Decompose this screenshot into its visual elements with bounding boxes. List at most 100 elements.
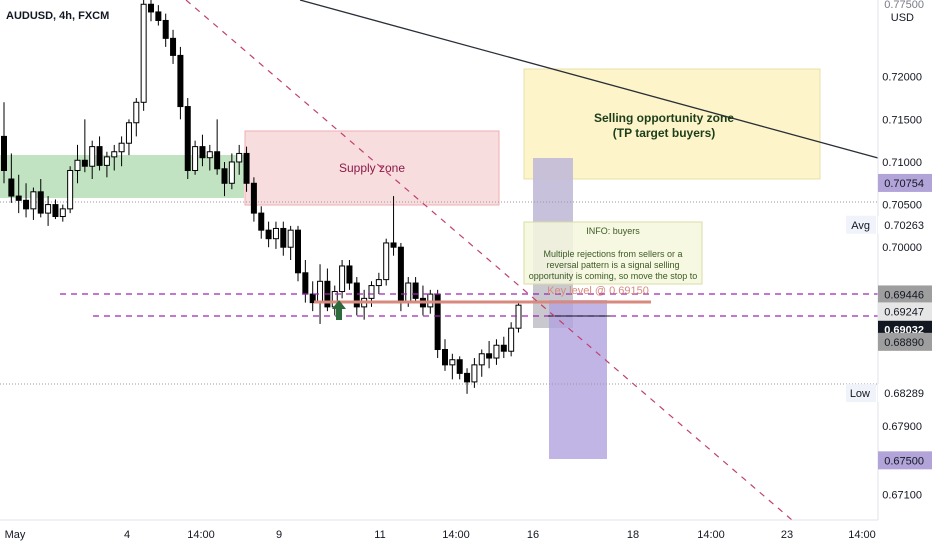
target-box[interactable] <box>549 300 607 459</box>
candle-body <box>265 229 272 240</box>
price-badge[interactable]: 0.69446 <box>878 285 932 304</box>
candle <box>140 0 147 111</box>
time-tick-label: 11 <box>374 529 385 541</box>
info-line-1: Multiple rejections from sellers or a <box>543 249 682 259</box>
time-tick-label: 23 <box>781 529 793 541</box>
price-badges: 0.707540.70263Avg0.694460.692470.690320.… <box>846 173 932 470</box>
candle <box>449 353 456 380</box>
candle-body <box>368 285 375 299</box>
candle-body <box>170 37 177 56</box>
candle <box>390 196 397 256</box>
time-tick-label: 14:00 <box>442 529 470 541</box>
candle <box>111 144 118 171</box>
price-badge-value: 0.67500 <box>884 455 924 467</box>
info-line-3: opportunity is coming, so move the stop … <box>529 271 698 281</box>
candle <box>96 136 103 171</box>
candle <box>67 166 74 214</box>
price-tick-label: 0.70500 <box>882 200 922 212</box>
falling-trendline[interactable] <box>185 0 793 521</box>
symbol-title[interactable]: AUDUSD, 4h, FXCM <box>6 10 110 22</box>
candle-body <box>412 282 419 299</box>
supply-zone[interactable] <box>244 130 500 206</box>
candle <box>89 140 96 180</box>
price-badge[interactable]: 0.70754 <box>878 173 932 192</box>
selling-opportunity-zone[interactable] <box>523 68 821 180</box>
price-badge[interactable]: 0.70263 Avg <box>846 215 932 234</box>
price-badge[interactable]: 0.69247 <box>878 302 932 321</box>
candle <box>250 177 257 222</box>
candle-body <box>302 272 309 295</box>
price-badge[interactable]: 0.68289 Low <box>846 384 932 403</box>
price-badge-bg <box>878 302 932 321</box>
time-axis[interactable] <box>0 520 878 550</box>
candle-body <box>52 204 59 218</box>
candle-body <box>317 280 324 304</box>
candle <box>375 272 382 295</box>
price-badge[interactable]: 0.67500 <box>878 451 932 470</box>
price-badge-bg <box>878 384 932 403</box>
candle <box>486 340 493 369</box>
candle <box>52 199 59 220</box>
candle <box>515 302 522 333</box>
candle <box>442 339 448 371</box>
candle <box>221 161 228 197</box>
candle-body <box>243 152 250 184</box>
candle <box>199 134 206 167</box>
candle <box>309 281 316 312</box>
currency-box[interactable] <box>884 4 924 28</box>
price-tick-label: 0.67100 <box>882 489 922 501</box>
candle-body <box>478 353 485 366</box>
candle-body <box>96 146 103 166</box>
candle-body <box>449 359 456 366</box>
price-badge-bg <box>878 285 932 304</box>
candle-body <box>45 204 52 214</box>
candle-body <box>346 265 353 284</box>
selling-zone-subtitle: (TP target buyers) <box>613 126 715 140</box>
price-tick-label: 0.70000 <box>882 242 922 254</box>
time-tick-label: 4 <box>124 529 130 541</box>
candle-body <box>464 372 471 383</box>
info-box[interactable] <box>523 221 703 285</box>
price-badge-tag: Avg <box>851 220 870 232</box>
candle <box>339 260 346 299</box>
candle <box>287 225 294 260</box>
candle-body <box>228 161 235 184</box>
candles <box>1 0 522 394</box>
candle-body <box>442 349 448 366</box>
candle <box>471 358 478 388</box>
candle-body <box>30 191 37 210</box>
candle-body <box>133 101 140 124</box>
upper-trendline[interactable] <box>299 0 879 159</box>
candle <box>45 196 52 226</box>
info-line-2: reversal pattern is a signal selling <box>546 260 679 270</box>
time-tick-label: 14:00 <box>187 529 215 541</box>
candle <box>478 349 485 377</box>
candle <box>280 221 287 256</box>
candle <box>133 98 140 137</box>
info-title: INFO: buyers <box>586 226 640 236</box>
candle-body <box>111 151 118 158</box>
price-badge[interactable]: 0.68890 <box>878 332 932 351</box>
price-badge-value: 0.68890 <box>884 337 924 349</box>
price-tick-label: 0.71500 <box>882 114 922 126</box>
candle-body <box>155 11 162 21</box>
time-tick-label: 14:00 <box>697 529 725 541</box>
candle <box>346 260 353 290</box>
candle-body <box>500 344 507 352</box>
candle-body <box>192 146 199 171</box>
candle-body <box>390 242 397 248</box>
candle-body <box>236 152 243 163</box>
candle-body <box>280 227 287 248</box>
price-badge-value: 0.70754 <box>884 178 924 190</box>
candle-body <box>456 359 463 374</box>
price-badge-bg <box>878 451 932 470</box>
candle-body <box>375 279 382 287</box>
candle <box>30 187 37 220</box>
candle-body <box>74 159 81 171</box>
price-badge-bg <box>878 173 932 192</box>
candle <box>8 153 15 203</box>
candle-body <box>486 353 493 359</box>
candle-body <box>427 293 434 308</box>
candle <box>236 144 243 175</box>
